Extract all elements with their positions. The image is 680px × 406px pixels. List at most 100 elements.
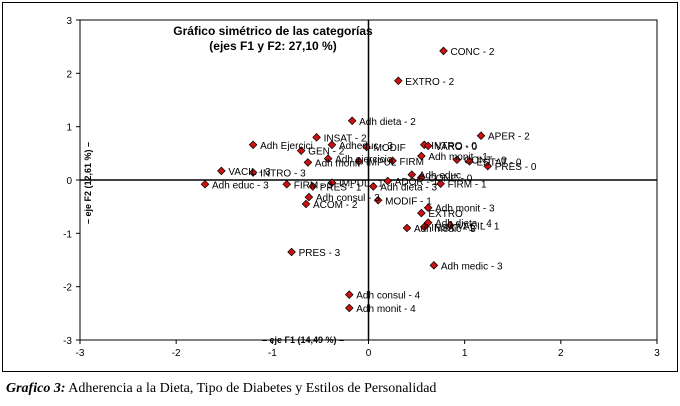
data-point xyxy=(476,131,486,141)
data-point-label: MODIF xyxy=(374,143,406,154)
data-point-label: VARO - 0 xyxy=(435,142,477,153)
data-point xyxy=(362,142,371,152)
y-tick-label: -2 xyxy=(63,283,72,294)
data-point-label: CONC - 0 xyxy=(428,173,472,184)
data-point xyxy=(388,156,397,166)
data-point xyxy=(417,208,426,218)
scatter-chart: -3 -2 -1 0 1 2 3 3 2 1 0 -1 -2 -3 CONC - 2 EXTRO - 2 Ad… xyxy=(63,16,660,359)
caption-label: Grafico 3: xyxy=(6,381,66,396)
data-point-label: MODIF - 1 xyxy=(385,196,432,207)
data-point xyxy=(312,133,321,142)
data-point xyxy=(439,46,448,56)
data-point xyxy=(419,222,429,232)
data-point-label: PRES - 0 xyxy=(495,162,537,173)
data-point-label: APER - 2 xyxy=(488,132,530,143)
data-point xyxy=(304,192,314,202)
data-point-label: PRES - 3 xyxy=(299,248,341,259)
x-tick-label: 3 xyxy=(654,348,660,359)
point-labels: CONC - 2 EXTRO - 2 Adh dieta - 2 APER - 2 IN… xyxy=(212,47,537,315)
x-tick-label: 2 xyxy=(558,348,564,359)
x-tick-label: -1 xyxy=(268,348,277,359)
data-point-label: PRES - 1 xyxy=(320,182,362,193)
data-point-label: Adh educ xyxy=(419,171,461,182)
data-point xyxy=(373,195,383,205)
data-point xyxy=(327,140,337,150)
y-tick-label: 0 xyxy=(66,176,72,187)
data-point-label: ESTAT - 0 xyxy=(476,157,521,168)
data-point xyxy=(200,179,210,189)
data-point-label: INTRO - 3 xyxy=(260,169,306,180)
data-point xyxy=(383,176,393,186)
data-point xyxy=(282,179,292,189)
data-point xyxy=(423,218,433,227)
data-point xyxy=(323,154,333,163)
caption-text: Adherencia a la Dieta, Tipo de Diabetes … xyxy=(65,381,437,396)
data-point-label: Adh monit - 1 xyxy=(428,152,488,163)
data-point-label: GEN - 2 xyxy=(308,147,345,158)
y-tick-label: 2 xyxy=(66,69,72,80)
data-point-label: EXTRO - 2 xyxy=(405,77,454,88)
data-point-label: Adh consul - 4 xyxy=(356,291,420,302)
data-point xyxy=(417,151,426,161)
data-point xyxy=(429,261,439,270)
x-tick-label: 1 xyxy=(462,348,468,359)
data-point-label: CONC - 2 xyxy=(451,47,495,58)
data-point xyxy=(248,140,258,150)
data-point xyxy=(483,161,493,171)
data-point xyxy=(327,178,337,187)
data-point xyxy=(417,173,426,182)
data-point-label: INSAT - 1 xyxy=(431,223,474,234)
data-point-label: FIRM - 1 xyxy=(448,180,487,191)
data-point-label: ADOR - 1 xyxy=(395,177,439,188)
data-point xyxy=(248,168,258,177)
data-point-label: IMPUL - 1 xyxy=(339,179,384,190)
data-point-label: Adh consul - 3 xyxy=(316,193,380,204)
data-point-label: IMPUL xyxy=(366,157,397,168)
data-point-label: Adh Ejercici xyxy=(260,141,313,152)
data-point-label: INTRO - 0 xyxy=(431,141,477,152)
data-point-label: EXTRO xyxy=(428,209,463,220)
data-point xyxy=(287,247,296,257)
data-point xyxy=(301,199,311,209)
x-tick-label: 0 xyxy=(366,348,372,359)
data-point xyxy=(465,157,474,166)
y-tick-label: -1 xyxy=(63,229,72,240)
data-point-label: FIRM xyxy=(400,157,424,168)
chart-title-line1: Gráfico simétrico de las categorías xyxy=(173,24,373,38)
y-tick-label: -3 xyxy=(63,336,72,347)
data-point xyxy=(347,116,357,126)
data-point-label: VACIL - 3 xyxy=(228,167,271,178)
data-point-label: Adh ejercicio xyxy=(335,155,393,166)
data-point-label: FIRM - 3 xyxy=(294,180,333,191)
data-point xyxy=(452,155,462,165)
data-point-label: INSAT - 2 xyxy=(324,133,367,144)
data-point xyxy=(217,166,226,176)
data-point-label: Adh dieta - 3 xyxy=(380,182,437,193)
data-point xyxy=(303,158,313,167)
data-point xyxy=(423,203,433,213)
data-point xyxy=(445,221,455,230)
data-point-label: Adh medic - 3 xyxy=(414,224,476,235)
chart-frame: -3 -2 -1 0 1 2 3 3 2 1 0 -1 -2 -3 CONC - 2 EXTRO - 2 Ad… xyxy=(2,2,678,372)
chart-title-line2: (ejes F1 y F2: 27,10 %) xyxy=(209,39,336,53)
data-point-label: VACIL - 1 xyxy=(457,221,500,232)
data-point xyxy=(369,182,378,191)
data-point-label: Adh monit - 3 xyxy=(435,204,495,215)
data-point xyxy=(436,179,445,189)
data-point xyxy=(423,141,433,151)
data-point xyxy=(296,146,306,155)
data-point-label: ACOM - 2 xyxy=(313,200,358,211)
y-tick-label: 3 xyxy=(66,16,72,27)
data-point xyxy=(354,157,364,166)
y-tick-label: 1 xyxy=(66,123,72,134)
data-point xyxy=(344,290,354,299)
data-point xyxy=(344,303,354,313)
data-point-label: Adh dieta - 2 xyxy=(359,117,416,128)
x-axis-label: – eje F1 (14,49 %) – xyxy=(262,335,344,345)
data-point-label: Adh educ - 3 xyxy=(212,180,269,191)
x-tick-label: -3 xyxy=(76,348,85,359)
data-point-label: Adh dieta - 4 xyxy=(435,219,492,230)
figure-caption: Grafico 3: Adherencia a la Dieta, Tipo d… xyxy=(6,381,436,397)
data-point-label: Adheduc - 3 xyxy=(339,141,393,152)
axes: -3 -2 -1 0 1 2 3 3 2 1 0 -1 -2 -3 xyxy=(63,16,660,359)
